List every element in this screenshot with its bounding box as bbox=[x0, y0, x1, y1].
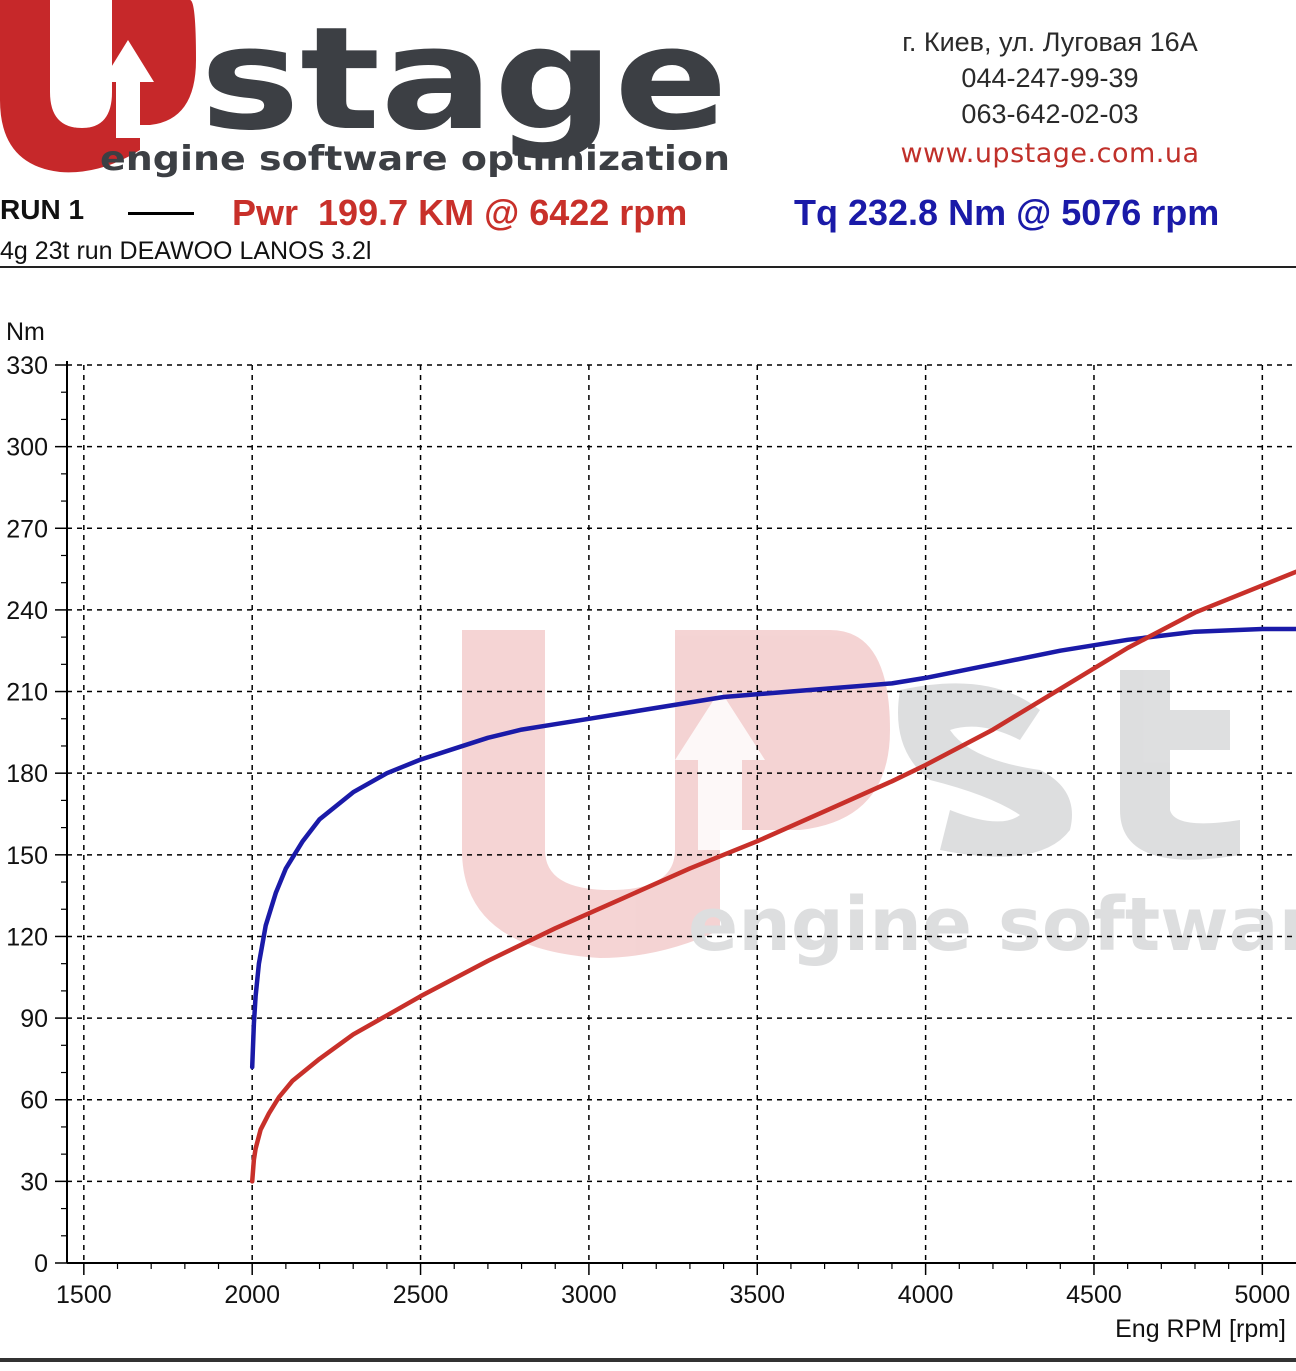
y-tick-label: 300 bbox=[6, 434, 48, 462]
x-tick-label: 4000 bbox=[898, 1281, 954, 1309]
torque-summary: Tq 232.8 Nm @ 5076 rpm bbox=[794, 192, 1220, 233]
up-logo-mark bbox=[0, 0, 196, 173]
y-tick-label: 270 bbox=[6, 515, 48, 543]
contact-website-link[interactable]: www.upstage.com.ua bbox=[900, 138, 1200, 169]
logo-brand-word: stage bbox=[200, 0, 728, 162]
bottom-divider bbox=[0, 1358, 1296, 1362]
contact-address: г. Киев, ул. Луговая 16А bbox=[902, 27, 1198, 57]
y-tick-label: 330 bbox=[6, 352, 48, 380]
x-tick-label: 3500 bbox=[729, 1281, 785, 1309]
y-tick-label: 90 bbox=[20, 1005, 48, 1033]
header-divider bbox=[0, 266, 1296, 268]
watermark-tagline: engine software bbox=[688, 882, 1296, 968]
x-tick-label: 1500 bbox=[56, 1281, 112, 1309]
y-tick-label: 120 bbox=[6, 923, 48, 951]
y-tick-label: 180 bbox=[6, 760, 48, 788]
x-tick-label: 2000 bbox=[224, 1281, 280, 1309]
series-line-1 bbox=[249, 626, 1296, 1070]
chart-series-group bbox=[249, 569, 1296, 1184]
upstage-logo: stage engine software optimization bbox=[0, 0, 730, 179]
power-summary: Pwr 199.7 KM @ 6422 rpm bbox=[232, 192, 688, 233]
x-axis-label: Eng RPM [rpm] bbox=[1115, 1315, 1286, 1343]
x-tick-label: 4500 bbox=[1066, 1281, 1122, 1309]
run-line-swatch bbox=[128, 212, 194, 215]
run-description: 4g 23t run DEAWOO LANOS 3.2l bbox=[0, 237, 372, 265]
chart-axes bbox=[55, 361, 1296, 1275]
chart-labels: 0 30 60 90 120 150 180 210 240 270 300 330 1500 2000 2… bbox=[6, 318, 1290, 1343]
chart-watermark: engine software bbox=[462, 630, 1296, 968]
contact-block: г. Киев, ул. Луговая 16А 044-247-99-39 0… bbox=[840, 24, 1260, 169]
run-summary-row: RUN 1 Pwr 199.7 KM @ 6422 rpm Tq 232.8 N… bbox=[0, 192, 1296, 234]
y-tick-label: 210 bbox=[6, 679, 48, 707]
dyno-chart: engine software 0 30 60 90 120 150 180 210 240 27… bbox=[6, 318, 1296, 1343]
logo-tagline: engine software optimization bbox=[100, 139, 730, 179]
y-axis-label: Nm bbox=[6, 318, 45, 346]
y-tick-label: 150 bbox=[6, 842, 48, 870]
y-tick-label: 60 bbox=[20, 1087, 48, 1115]
run-label: RUN 1 bbox=[0, 194, 85, 225]
y-tick-label: 30 bbox=[20, 1168, 48, 1196]
contact-phone-1: 044-247-99-39 bbox=[961, 63, 1139, 93]
chart-grid bbox=[67, 364, 1296, 1263]
x-tick-label: 2500 bbox=[393, 1281, 449, 1309]
y-tick-label: 0 bbox=[34, 1250, 48, 1278]
series-line-2 bbox=[249, 569, 1296, 1184]
x-tick-label: 3000 bbox=[561, 1281, 617, 1309]
contact-phone-2: 063-642-02-03 bbox=[961, 99, 1139, 129]
y-tick-label: 240 bbox=[6, 597, 48, 625]
x-tick-label: 5000 bbox=[1235, 1281, 1291, 1309]
